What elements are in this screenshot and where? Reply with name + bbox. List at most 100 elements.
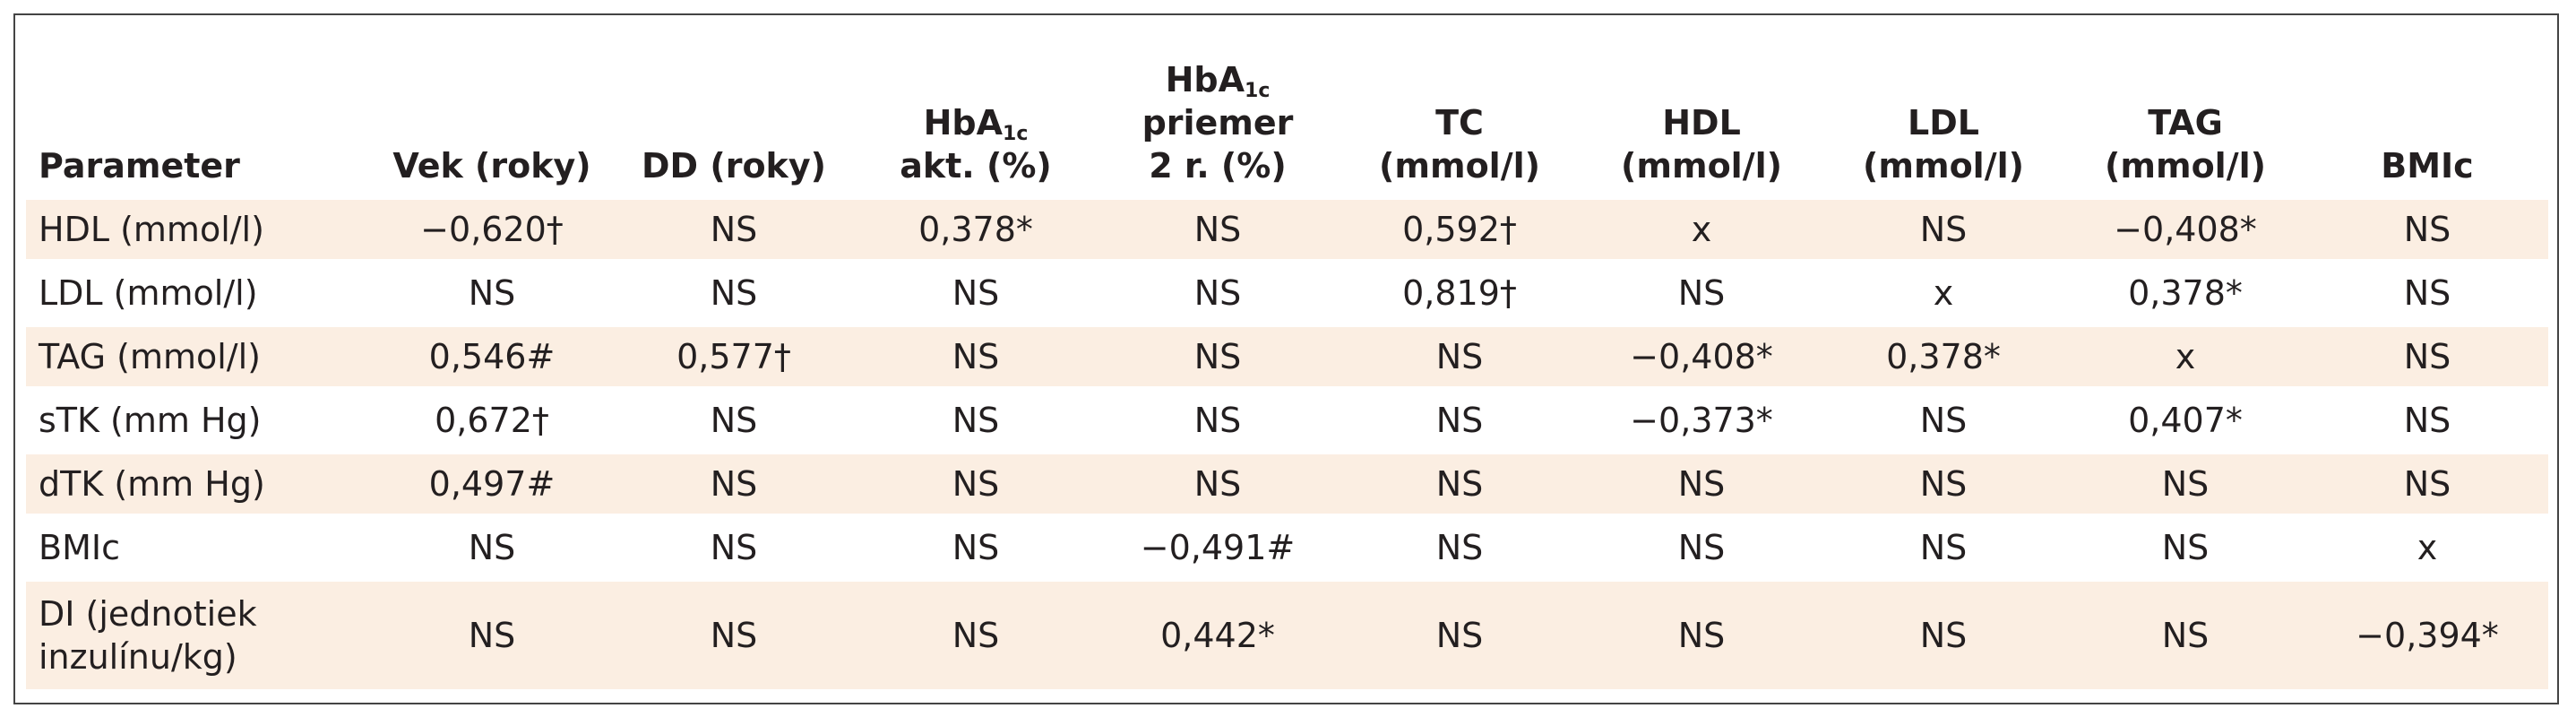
table-row: BMIc NS NS NS −0,491# NS NS NS NS x: [26, 515, 2548, 582]
table-cell: NS: [613, 452, 855, 518]
row-label: TAG (mmol/l): [26, 324, 371, 391]
table-cell: NS: [1581, 261, 1822, 327]
table-cell: NS: [2306, 200, 2548, 263]
table-cell: NS: [1822, 388, 2064, 454]
header-cell: DD (roky): [613, 35, 855, 200]
table-cell: NS: [613, 388, 855, 454]
table-row: dTK (mm Hg) 0,497# NS NS NS NS NS NS NS NS: [26, 452, 2548, 518]
table-cell: NS: [2306, 452, 2548, 518]
table-cell: −0,491#: [1097, 515, 1339, 582]
table-cell: NS: [2306, 324, 2548, 391]
table-cell: NS: [371, 261, 613, 327]
table-cell: NS: [1097, 200, 1339, 263]
table-cell: −0,408*: [2064, 200, 2306, 263]
table-cell: x: [1581, 200, 1822, 263]
header-cell: Vek (roky): [371, 35, 613, 200]
header-cell: BMIc: [2306, 35, 2548, 200]
table-cell: 0,378*: [2064, 261, 2306, 327]
table-cell: NS: [855, 452, 1097, 518]
header-text: TAG: [2148, 103, 2223, 143]
header-cell: HDL (mmol/l): [1581, 35, 1822, 200]
table-body: HDL (mmol/l) −0,620† NS 0,378* NS 0,592† x NS −0…: [26, 200, 2548, 694]
table-cell: −0,408*: [1581, 324, 1822, 391]
table-cell: NS: [855, 261, 1097, 327]
table-cell: NS: [1097, 452, 1339, 518]
row-label: sTK (mm Hg): [26, 388, 371, 454]
header-text: 2 r. (%): [1149, 146, 1287, 186]
table-row: HDL (mmol/l) −0,620† NS 0,378* NS 0,592† x NS −0…: [26, 200, 2548, 263]
table-cell: NS: [1097, 324, 1339, 391]
row-label: LDL (mmol/l): [26, 261, 371, 327]
table-cell: NS: [371, 515, 613, 582]
header-text: (mmol/l): [2105, 146, 2266, 186]
header-cell: Parameter: [26, 35, 371, 200]
row-label: HDL (mmol/l): [26, 200, 371, 263]
header-text: HbA: [1165, 60, 1245, 99]
header-cell: LDL (mmol/l): [1822, 35, 2064, 200]
header-cell: TAG (mmol/l): [2064, 35, 2306, 200]
table-row: DI (jednotiek inzulínu/kg) NS NS NS 0,442* NS…: [26, 579, 2548, 694]
header-text: Vek (roky): [392, 146, 591, 186]
table-cell: NS: [855, 515, 1097, 582]
table-row: sTK (mm Hg) 0,672† NS NS NS NS −0,373* NS 0,407*…: [26, 388, 2548, 454]
table-cell: NS: [1581, 579, 1822, 694]
table-cell: NS: [2064, 579, 2306, 694]
table-cell: NS: [1822, 579, 2064, 694]
table-cell: NS: [613, 261, 855, 327]
header-text: akt. (%): [900, 146, 1052, 186]
header-row: Parameter Vek (roky) DD (roky) HbA1c akt. (%…: [26, 35, 2548, 200]
table-cell: 0,497#: [371, 452, 613, 518]
table-frame: Parameter Vek (roky) DD (roky) HbA1c akt. (%…: [13, 13, 2559, 704]
table-cell: NS: [2064, 452, 2306, 518]
table-cell: 0,378*: [1822, 324, 2064, 391]
table-cell: NS: [371, 579, 613, 694]
header-text: BMIc: [2381, 146, 2474, 186]
table-cell: NS: [1822, 200, 2064, 263]
table-cell: 0,672†: [371, 388, 613, 454]
row-label: DI (jednotiek inzulínu/kg): [26, 579, 371, 694]
table-cell: NS: [1581, 452, 1822, 518]
table-cell: x: [2064, 324, 2306, 391]
table-cell: NS: [2306, 261, 2548, 327]
header-cell: HbA1c priemer 2 r. (%): [1097, 35, 1339, 200]
correlation-table: Parameter Vek (roky) DD (roky) HbA1c akt. (%…: [26, 35, 2548, 694]
header-text: (mmol/l): [1621, 146, 1782, 186]
row-label: dTK (mm Hg): [26, 452, 371, 518]
row-label: BMIc: [26, 515, 371, 582]
header-subscript: 1c: [1245, 80, 1271, 102]
table-cell: 0,442*: [1097, 579, 1339, 694]
table-cell: −0,620†: [371, 200, 613, 263]
header-cell: HbA1c akt. (%): [855, 35, 1097, 200]
table-cell: 0,577†: [613, 324, 855, 391]
table-cell: x: [1822, 261, 2064, 327]
table-cell: 0,819†: [1339, 261, 1581, 327]
header-text: (mmol/l): [1379, 146, 1540, 186]
header-text: LDL: [1908, 103, 1979, 143]
header-subscript: 1c: [1003, 123, 1029, 145]
table-cell: NS: [613, 515, 855, 582]
header-text: HDL: [1662, 103, 1741, 143]
table-cell: NS: [1339, 515, 1581, 582]
table-cell: NS: [613, 579, 855, 694]
table-cell: NS: [1339, 452, 1581, 518]
header-text: TC: [1435, 103, 1484, 143]
table-cell: 0,592†: [1339, 200, 1581, 263]
table-cell: NS: [2306, 388, 2548, 454]
table-row: TAG (mmol/l) 0,546# 0,577† NS NS NS −0,408* 0,3…: [26, 324, 2548, 391]
table-cell: NS: [1339, 388, 1581, 454]
table-cell: NS: [855, 388, 1097, 454]
header-text: Parameter: [39, 146, 240, 186]
table-cell: NS: [1339, 579, 1581, 694]
header-text: HbA: [923, 103, 1004, 143]
table-cell: NS: [855, 324, 1097, 391]
table-cell: −0,373*: [1581, 388, 1822, 454]
table-cell: NS: [1097, 388, 1339, 454]
table-cell: NS: [1822, 515, 2064, 582]
header-cell: TC (mmol/l): [1339, 35, 1581, 200]
table-cell: NS: [1822, 452, 2064, 518]
table-cell: NS: [855, 579, 1097, 694]
table-cell: 0,407*: [2064, 388, 2306, 454]
header-text: DD (roky): [642, 146, 826, 186]
table-cell: NS: [1339, 324, 1581, 391]
